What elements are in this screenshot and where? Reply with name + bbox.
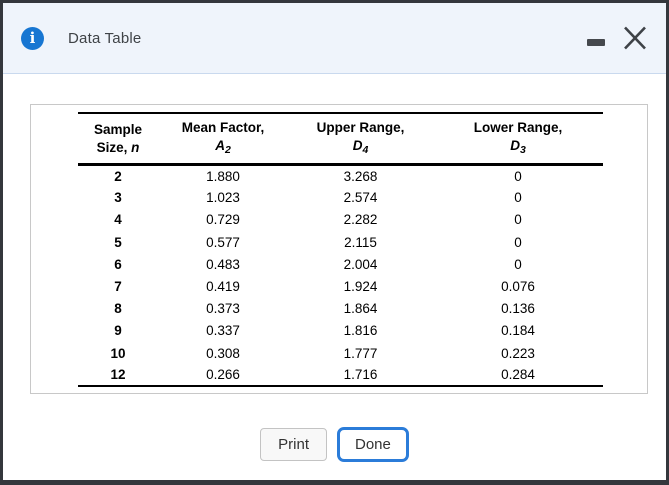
dialog-button-row: Print Done xyxy=(3,427,666,462)
cell-sample-size: 2 xyxy=(114,168,122,184)
info-icon: i xyxy=(21,26,44,50)
cell-value: 2.115 xyxy=(344,234,377,250)
cell-value: 0.483 xyxy=(206,256,240,272)
minimize-icon xyxy=(587,38,605,46)
done-button[interactable]: Done xyxy=(336,427,409,462)
cell-sample-size: 4 xyxy=(114,212,122,228)
cell-value: 0.337 xyxy=(206,323,240,339)
cell-sample-size: 7 xyxy=(114,279,122,295)
close-button[interactable] xyxy=(620,23,650,53)
cell-value: 0 xyxy=(514,212,522,228)
cell-value: 2.574 xyxy=(343,190,378,206)
cell-value: 1.816 xyxy=(343,323,378,339)
cell-value: 0.373 xyxy=(206,301,240,317)
cell-sample-size: 10 xyxy=(110,345,126,361)
cell-value: 1.777 xyxy=(343,345,378,361)
cell-value: 1.864 xyxy=(343,301,378,317)
cell-value: 0.577 xyxy=(206,234,240,250)
print-button[interactable]: Print xyxy=(260,428,327,461)
column-header-mean-factor: Mean Factor, A2 xyxy=(158,112,288,166)
cell-sample-size: 5 xyxy=(114,234,122,250)
table-row: 7 0.419 1.924 0.076 xyxy=(78,275,603,297)
close-icon xyxy=(624,26,646,50)
table-row: 10 0.308 1.777 0.223 xyxy=(78,342,603,364)
dialog-titlebar: i Data Table xyxy=(3,3,666,74)
cell-sample-size: 12 xyxy=(78,364,158,388)
control-chart-factors-table: Sample Size, n Mean Factor, A2 Upper Ran… xyxy=(78,112,603,388)
cell-value: 3.268 xyxy=(343,168,378,184)
cell-value: 0.284 xyxy=(433,364,603,388)
table-row: 12 0.266 1.716 0.284 xyxy=(78,364,603,388)
table-panel: Sample Size, n Mean Factor, A2 Upper Ran… xyxy=(30,104,648,394)
table-row: 2 1.880 3.268 0 xyxy=(78,165,603,187)
cell-value: 0 xyxy=(514,190,522,206)
cell-value: 1.023 xyxy=(206,190,240,206)
cell-value: 1.880 xyxy=(206,168,240,184)
cell-value: 2.004 xyxy=(343,256,378,272)
table-row: 6 0.483 2.004 0 xyxy=(78,253,603,275)
cell-value: 0.729 xyxy=(206,212,240,228)
column-header-upper-range: Upper Range, D4 xyxy=(288,112,433,166)
cell-value: 0 xyxy=(514,168,522,184)
cell-value: 0.308 xyxy=(206,345,240,361)
cell-value: 0.419 xyxy=(206,279,240,295)
cell-value: 0 xyxy=(514,256,522,272)
table-row: 3 1.023 2.574 0 xyxy=(78,187,603,209)
table-header-row: Sample Size, n Mean Factor, A2 Upper Ran… xyxy=(78,112,603,166)
cell-sample-size: 3 xyxy=(114,190,122,206)
cell-value: 0.076 xyxy=(501,279,535,295)
table-row: 9 0.337 1.816 0.184 xyxy=(78,320,603,342)
cell-sample-size: 9 xyxy=(114,323,122,339)
minimize-button[interactable] xyxy=(586,29,606,55)
cell-value: 0.266 xyxy=(158,364,288,388)
table-row: 4 0.729 2.282 0 xyxy=(78,209,603,231)
cell-value: 1.716 xyxy=(288,364,433,388)
table-row: 8 0.373 1.864 0.136 xyxy=(78,298,603,320)
cell-value: 0.223 xyxy=(501,345,535,361)
cell-value: 1.924 xyxy=(343,279,378,295)
column-header-sample-size: Sample Size, n xyxy=(78,112,158,166)
dialog-title: Data Table xyxy=(68,29,142,47)
cell-value: 0.184 xyxy=(501,323,535,339)
cell-sample-size: 6 xyxy=(114,256,122,272)
column-header-lower-range: Lower Range, D3 xyxy=(433,112,603,166)
table-row: 5 0.577 2.115 0 xyxy=(78,231,603,253)
cell-value: 0.136 xyxy=(501,301,535,317)
cell-sample-size: 8 xyxy=(114,301,122,317)
cell-value: 2.282 xyxy=(343,212,378,228)
cell-value: 0 xyxy=(514,234,522,250)
